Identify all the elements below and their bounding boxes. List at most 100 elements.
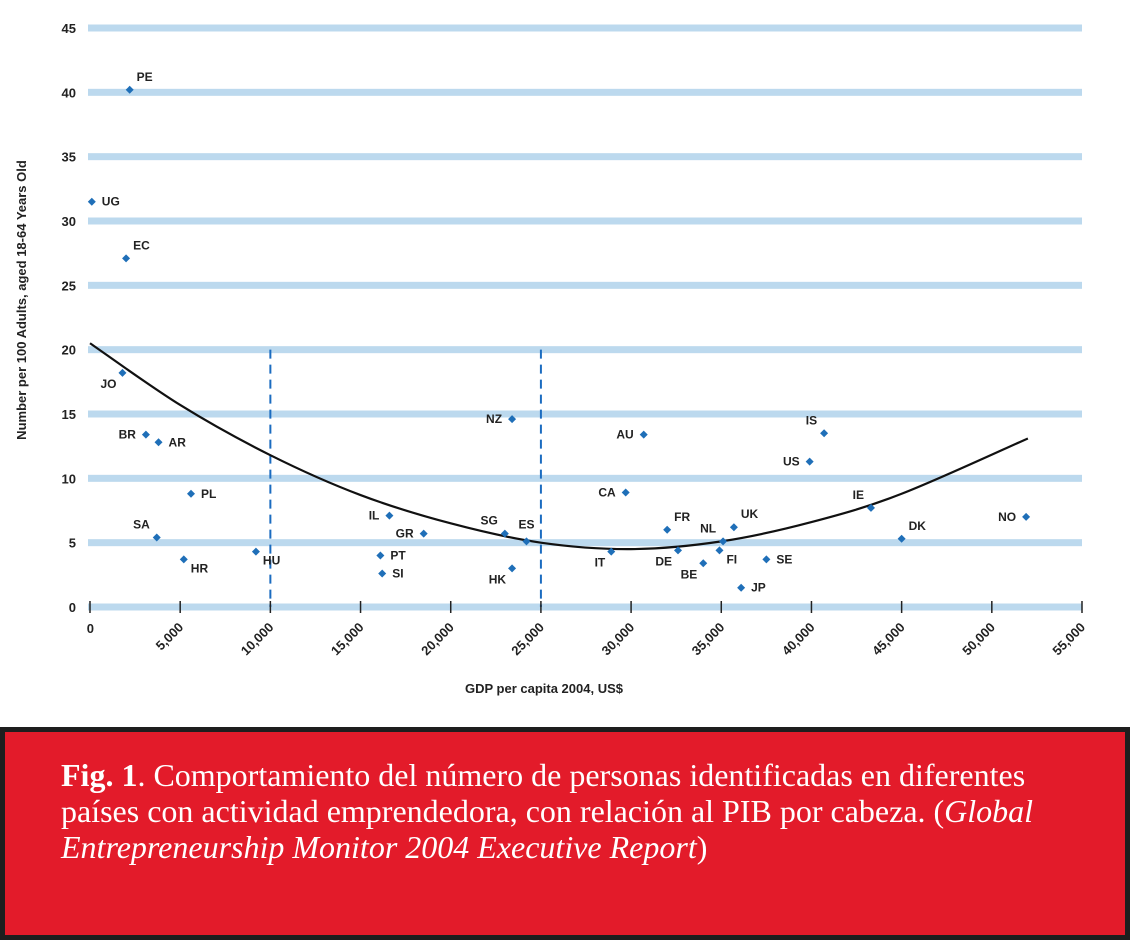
- y-axis-ticks: 0 5 10 15 20 25 30 35 40 45: [62, 21, 76, 615]
- point-label-hk: HK: [489, 572, 507, 586]
- x-tick-label: 25,000: [508, 620, 547, 659]
- data-point-il: [385, 511, 394, 520]
- caption-close: ): [696, 829, 708, 865]
- point-label-sg: SG: [480, 514, 497, 528]
- point-label-sa: SA: [133, 518, 150, 532]
- data-point-it: [607, 547, 616, 556]
- y-tick-label: 25: [62, 278, 76, 293]
- point-label-nz: NZ: [486, 412, 502, 426]
- point-label-de: DE: [655, 554, 672, 568]
- point-label-ug: UG: [102, 195, 120, 209]
- point-label-it: IT: [595, 556, 606, 570]
- y-tick-label: 0: [69, 600, 76, 615]
- point-label-no: NO: [998, 510, 1016, 524]
- point-label-au: AU: [616, 428, 633, 442]
- x-axis-ticks: 0 5,000 10,000 15,000 20,000 25,000 30,000 35,0…: [87, 620, 1088, 659]
- y-tick-label: 5: [69, 536, 76, 551]
- x-tick-label: 35,000: [689, 620, 728, 659]
- data-point-nz: [508, 415, 517, 424]
- data-point-ug: [87, 197, 96, 206]
- data-point-pl: [187, 489, 196, 498]
- data-point-sg: [500, 529, 509, 538]
- point-label-ar: AR: [169, 435, 187, 449]
- data-point-uk: [729, 523, 738, 532]
- y-tick-label: 15: [62, 407, 76, 422]
- gridline: [88, 88, 1082, 96]
- data-point-de: [673, 546, 682, 555]
- x-tick-label: 55,000: [1049, 620, 1088, 659]
- caption-source: Global Entrepreneurship Monitor 2004 Exe…: [61, 793, 1034, 865]
- trendline: [89, 342, 1029, 551]
- y-tick-label: 40: [62, 85, 76, 100]
- data-point-no: [1022, 512, 1031, 521]
- y-tick-label: 35: [62, 150, 76, 165]
- y-tick-label: 30: [62, 214, 76, 229]
- data-point-fr: [663, 525, 672, 534]
- data-point-is: [820, 429, 829, 438]
- data-point-nl: [719, 537, 728, 546]
- scatter-chart: 0 5 10 15 20 25 30 35 40 45 0 5,000 10,000 15,000 20,…: [14, 21, 1088, 696]
- data-point-hr: [179, 555, 188, 564]
- data-point-be: [699, 559, 708, 568]
- data-point-ec: [122, 254, 131, 263]
- point-label-fi: FI: [726, 552, 737, 566]
- gridline: [88, 603, 1082, 611]
- y-tick-label: 45: [62, 21, 76, 36]
- gridlines: [88, 24, 1082, 611]
- data-point-au: [639, 430, 648, 439]
- point-label-pe: PE: [137, 70, 153, 84]
- point-label-be: BE: [681, 567, 698, 581]
- data-point-se: [762, 555, 771, 564]
- point-label-pl: PL: [201, 487, 216, 501]
- x-tick-label: 10,000: [238, 620, 277, 659]
- gridline: [88, 539, 1082, 547]
- data-point-ie: [866, 503, 875, 512]
- y-axis-label: Number per 100 Adults, aged 18-64 Years …: [14, 160, 29, 440]
- gridline: [88, 474, 1082, 482]
- point-label-uk: UK: [741, 507, 759, 521]
- data-point-pt: [376, 551, 385, 560]
- caption-fig-number: Fig. 1: [61, 757, 138, 793]
- data-points: PE UG EC JO BR AR PL SA HR HU IL GR PT SI SG ES NZ HK AU CA…: [87, 70, 1031, 595]
- point-label-pt: PT: [390, 549, 406, 563]
- x-axis-label: GDP per capita 2004, US$: [465, 681, 624, 696]
- gridline: [88, 281, 1082, 289]
- data-point-ar: [154, 438, 163, 447]
- point-label-gr: GR: [396, 527, 414, 541]
- point-label-si: SI: [392, 567, 403, 581]
- point-label-jp: JP: [751, 581, 766, 595]
- data-point-sa: [152, 533, 161, 542]
- gridline: [88, 24, 1082, 32]
- data-point-ca: [621, 488, 630, 497]
- data-point-es: [522, 537, 531, 546]
- data-point-hk: [508, 564, 517, 573]
- point-label-is: IS: [806, 413, 817, 427]
- data-point-fi: [715, 546, 724, 555]
- gridline: [88, 153, 1082, 161]
- data-point-br: [141, 430, 150, 439]
- point-label-ec: EC: [133, 238, 150, 252]
- x-tick-label: 15,000: [328, 620, 367, 659]
- data-point-jo: [118, 368, 127, 377]
- x-tick-label: 50,000: [959, 620, 998, 659]
- point-label-ca: CA: [598, 485, 616, 499]
- point-label-hr: HR: [191, 561, 209, 575]
- x-tick-label: 20,000: [418, 620, 457, 659]
- x-tick-label: 30,000: [598, 620, 637, 659]
- point-label-es: ES: [518, 517, 534, 531]
- gridline: [88, 410, 1082, 418]
- point-label-jo: JO: [100, 377, 116, 391]
- x-tick-label: 5,000: [153, 620, 187, 654]
- point-label-dk: DK: [909, 519, 927, 533]
- x-axis: [89, 601, 1083, 613]
- gridline: [88, 217, 1082, 225]
- point-label-fr: FR: [674, 510, 690, 524]
- data-point-pe: [125, 85, 134, 94]
- y-tick-label: 10: [62, 471, 76, 486]
- x-tick-label: 40,000: [779, 620, 818, 659]
- point-label-nl: NL: [700, 521, 716, 535]
- point-label-us: US: [783, 455, 800, 469]
- point-label-hu: HU: [263, 554, 280, 568]
- x-tick-label: 45,000: [869, 620, 908, 659]
- point-label-br: BR: [119, 428, 137, 442]
